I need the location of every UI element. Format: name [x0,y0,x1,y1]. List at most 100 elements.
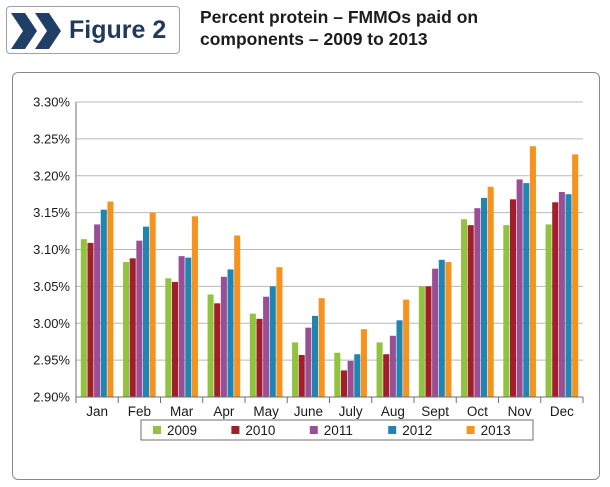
x-tick-label: Feb [128,404,151,419]
y-tick-label: 2.90% [33,390,70,405]
bar-2013-june [318,298,325,397]
bar-2010-july [340,370,347,397]
y-tick-label: 3.20% [33,168,70,183]
bar-2010-may [256,318,263,397]
y-tick-label: 3.00% [33,316,70,331]
bar-2009-sept [418,286,425,397]
bar-2012-may [269,286,276,397]
bar-2009-dec [545,224,552,397]
legend-swatch-2011 [309,426,318,434]
bar-2013-nov [529,146,536,397]
bar-2011-may [263,296,270,397]
bar-2013-oct [487,186,494,397]
bar-2010-aug [383,354,390,397]
bar-2012-june [312,315,319,397]
figure-label: Figure 2 [69,16,167,44]
bar-2011-feb [136,240,143,397]
bar-2009-mar [165,278,172,397]
chart-frame: 3.30% 3.25% 3.20% 3.15% 3.10% 3.05% 3.00% 2.95%… [12,72,600,480]
bar-2011-aug [389,335,396,397]
x-tick-label: Sept [421,404,449,419]
x-tick-label: Aug [381,404,405,419]
legend-box [140,419,534,441]
bar-2011-sept [432,268,439,397]
bar-2011-jan [94,224,101,397]
bar-2010-nov [509,199,516,397]
bar-2009-oct [461,219,468,397]
bar-2013-may [276,267,283,397]
bar-2010-apr [214,303,221,397]
bar-2009-may [249,313,256,397]
legend-label-2010: 2010 [245,423,275,438]
chart-title: Percent protein – FMMOs paid on componen… [200,6,600,50]
bar-chart: 3.30% 3.25% 3.20% 3.15% 3.10% 3.05% 3.00% 2.95%… [33,95,584,441]
bar-2009-jan [80,239,87,397]
bar-2011-july [347,360,354,397]
bar-2010-oct [467,225,474,397]
x-tick-label: June [294,404,323,419]
bar-2010-sept [425,286,432,397]
bar-2012-nov [523,183,530,397]
x-tick-label: July [339,404,363,419]
bar-2009-aug [376,342,383,397]
bar-2013-feb [149,212,156,397]
bar-2012-apr [227,269,234,397]
y-tick-label: 3.15% [33,205,70,220]
legend-swatch-2013 [466,426,475,434]
x-tick-label: Apr [213,404,235,419]
bar-2013-mar [191,216,198,397]
x-tick-label: Oct [467,404,488,419]
bar-2010-june [298,354,305,397]
bar-2010-mar [171,281,178,397]
bar-2013-apr [234,235,241,397]
y-tick-label: 3.10% [33,242,70,257]
bar-2011-mar [178,256,185,397]
bar-2012-oct [481,197,488,397]
bar-2013-dec [572,154,579,397]
legend-label-2011: 2011 [324,423,353,438]
bar-2013-jan [107,201,114,397]
legend-label-2013: 2013 [481,423,511,438]
x-tick-label: Nov [508,404,532,419]
chevron-arrows-icon [11,13,61,49]
x-tick-label: Mar [170,404,194,419]
bar-2012-mar [185,257,192,397]
y-tick-label: 3.25% [33,131,70,146]
y-tick-label: 2.95% [33,353,70,368]
y-tick-label: 3.30% [33,95,70,110]
legend-label-2009: 2009 [167,423,197,438]
bar-2009-june [292,342,299,397]
bar-2013-aug [403,299,410,397]
bar-2009-nov [503,225,510,397]
bar-2010-jan [87,242,94,397]
bar-2009-apr [207,294,214,397]
bar-2012-dec [565,194,572,397]
bar-2011-june [305,327,312,397]
x-tick-label: Dec [550,404,574,419]
bar-2010-feb [129,258,136,397]
bar-2011-dec [558,191,565,397]
bar-2013-july [360,329,367,397]
chart-title-line-2: components – 2009 to 2013 [200,29,428,49]
bar-2009-feb [123,262,130,397]
y-tick-label: 3.05% [33,279,70,294]
bar-2012-aug [396,320,403,397]
x-tick-label: May [253,404,279,419]
bar-2012-jan [100,209,107,397]
bar-2011-oct [474,208,481,397]
bar-2012-sept [438,259,445,397]
legend-swatch-2009 [153,426,161,434]
bar-2012-july [354,354,361,397]
figure-tab: Figure 2 [6,6,180,54]
chart-title-line-1: Percent protein – FMMOs paid on [200,7,479,27]
bar-2011-nov [516,179,523,397]
legend-label-2012: 2012 [402,423,432,438]
legend-swatch-2010 [231,426,240,434]
bar-2009-july [334,352,341,397]
bar-2010-dec [552,202,559,397]
bar-2012-feb [143,226,150,397]
bar-2011-apr [220,276,227,397]
bar-2013-sept [445,262,452,397]
x-tick-label: Jan [86,404,108,419]
legend-swatch-2012 [388,426,397,434]
